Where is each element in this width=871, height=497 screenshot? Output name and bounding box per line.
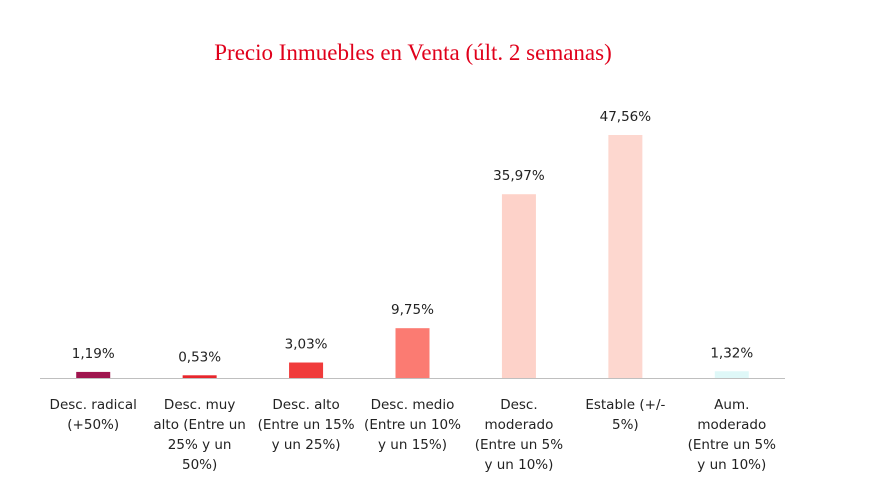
category-label-line: (Entre un 5% [688,437,776,453]
category-label-line: moderado [697,417,766,433]
category-label: Estable (+/- 5%) [585,397,665,433]
category-label: Desc. moderado (Entre un 5% y un 10%) [475,397,563,473]
bar [608,135,643,378]
category-label: Desc. medio (Entre un 10% y un 15%) [364,397,461,453]
category-label-line: Desc. muy [164,397,235,413]
category-label-line: alto (Entre un [153,417,245,433]
bar [501,194,536,378]
data-label: 3,03% [285,337,328,353]
category-label-line: Desc. radical [50,397,137,413]
category-label-line: (Entre un 10% [364,417,461,433]
data-label: 47,56% [600,109,652,125]
data-label: 1,19% [72,346,115,362]
category-label-line: y un 15%) [378,437,447,453]
chart-title: Precio Inmuebles en Venta (últ. 2 semana… [214,40,612,65]
category-label-line: y un 10%) [484,457,553,473]
category-label-line: 50%) [182,457,217,473]
bar [714,371,749,378]
category-label-line: Desc. [500,397,537,413]
bar [76,371,111,378]
category-label-line: (+50%) [67,417,119,433]
bar [289,362,324,378]
category-label-line: 5%) [612,417,639,433]
data-label: 9,75% [391,302,434,318]
data-label: 35,97% [493,168,545,184]
category-label-line: 25% y un [168,437,232,453]
category-label-line: Desc. alto [272,397,339,413]
data-label: 1,32% [710,345,753,361]
bar [395,328,430,378]
category-label: Desc. muy alto (Entre un 25% y un 50%) [153,397,245,473]
category-label: Aum. moderado (Entre un 5% y un 10%) [688,397,776,473]
category-label-line: Aum. [714,397,749,413]
category-label: Desc. radical (+50%) [50,397,137,433]
category-label-line: y un 25%) [272,437,341,453]
bar [182,375,217,378]
category-label-line: y un 10%) [697,457,766,473]
category-label-line: (Entre un 5% [475,437,563,453]
category-label-line: Estable (+/- [585,397,665,413]
data-label: 0,53% [178,349,221,365]
category-label-line: Desc. medio [371,397,455,413]
category-label-line: (Entre un 15% [258,417,355,433]
category-label: Desc. alto (Entre un 15% y un 25%) [258,397,355,453]
category-label-line: moderado [484,417,553,433]
